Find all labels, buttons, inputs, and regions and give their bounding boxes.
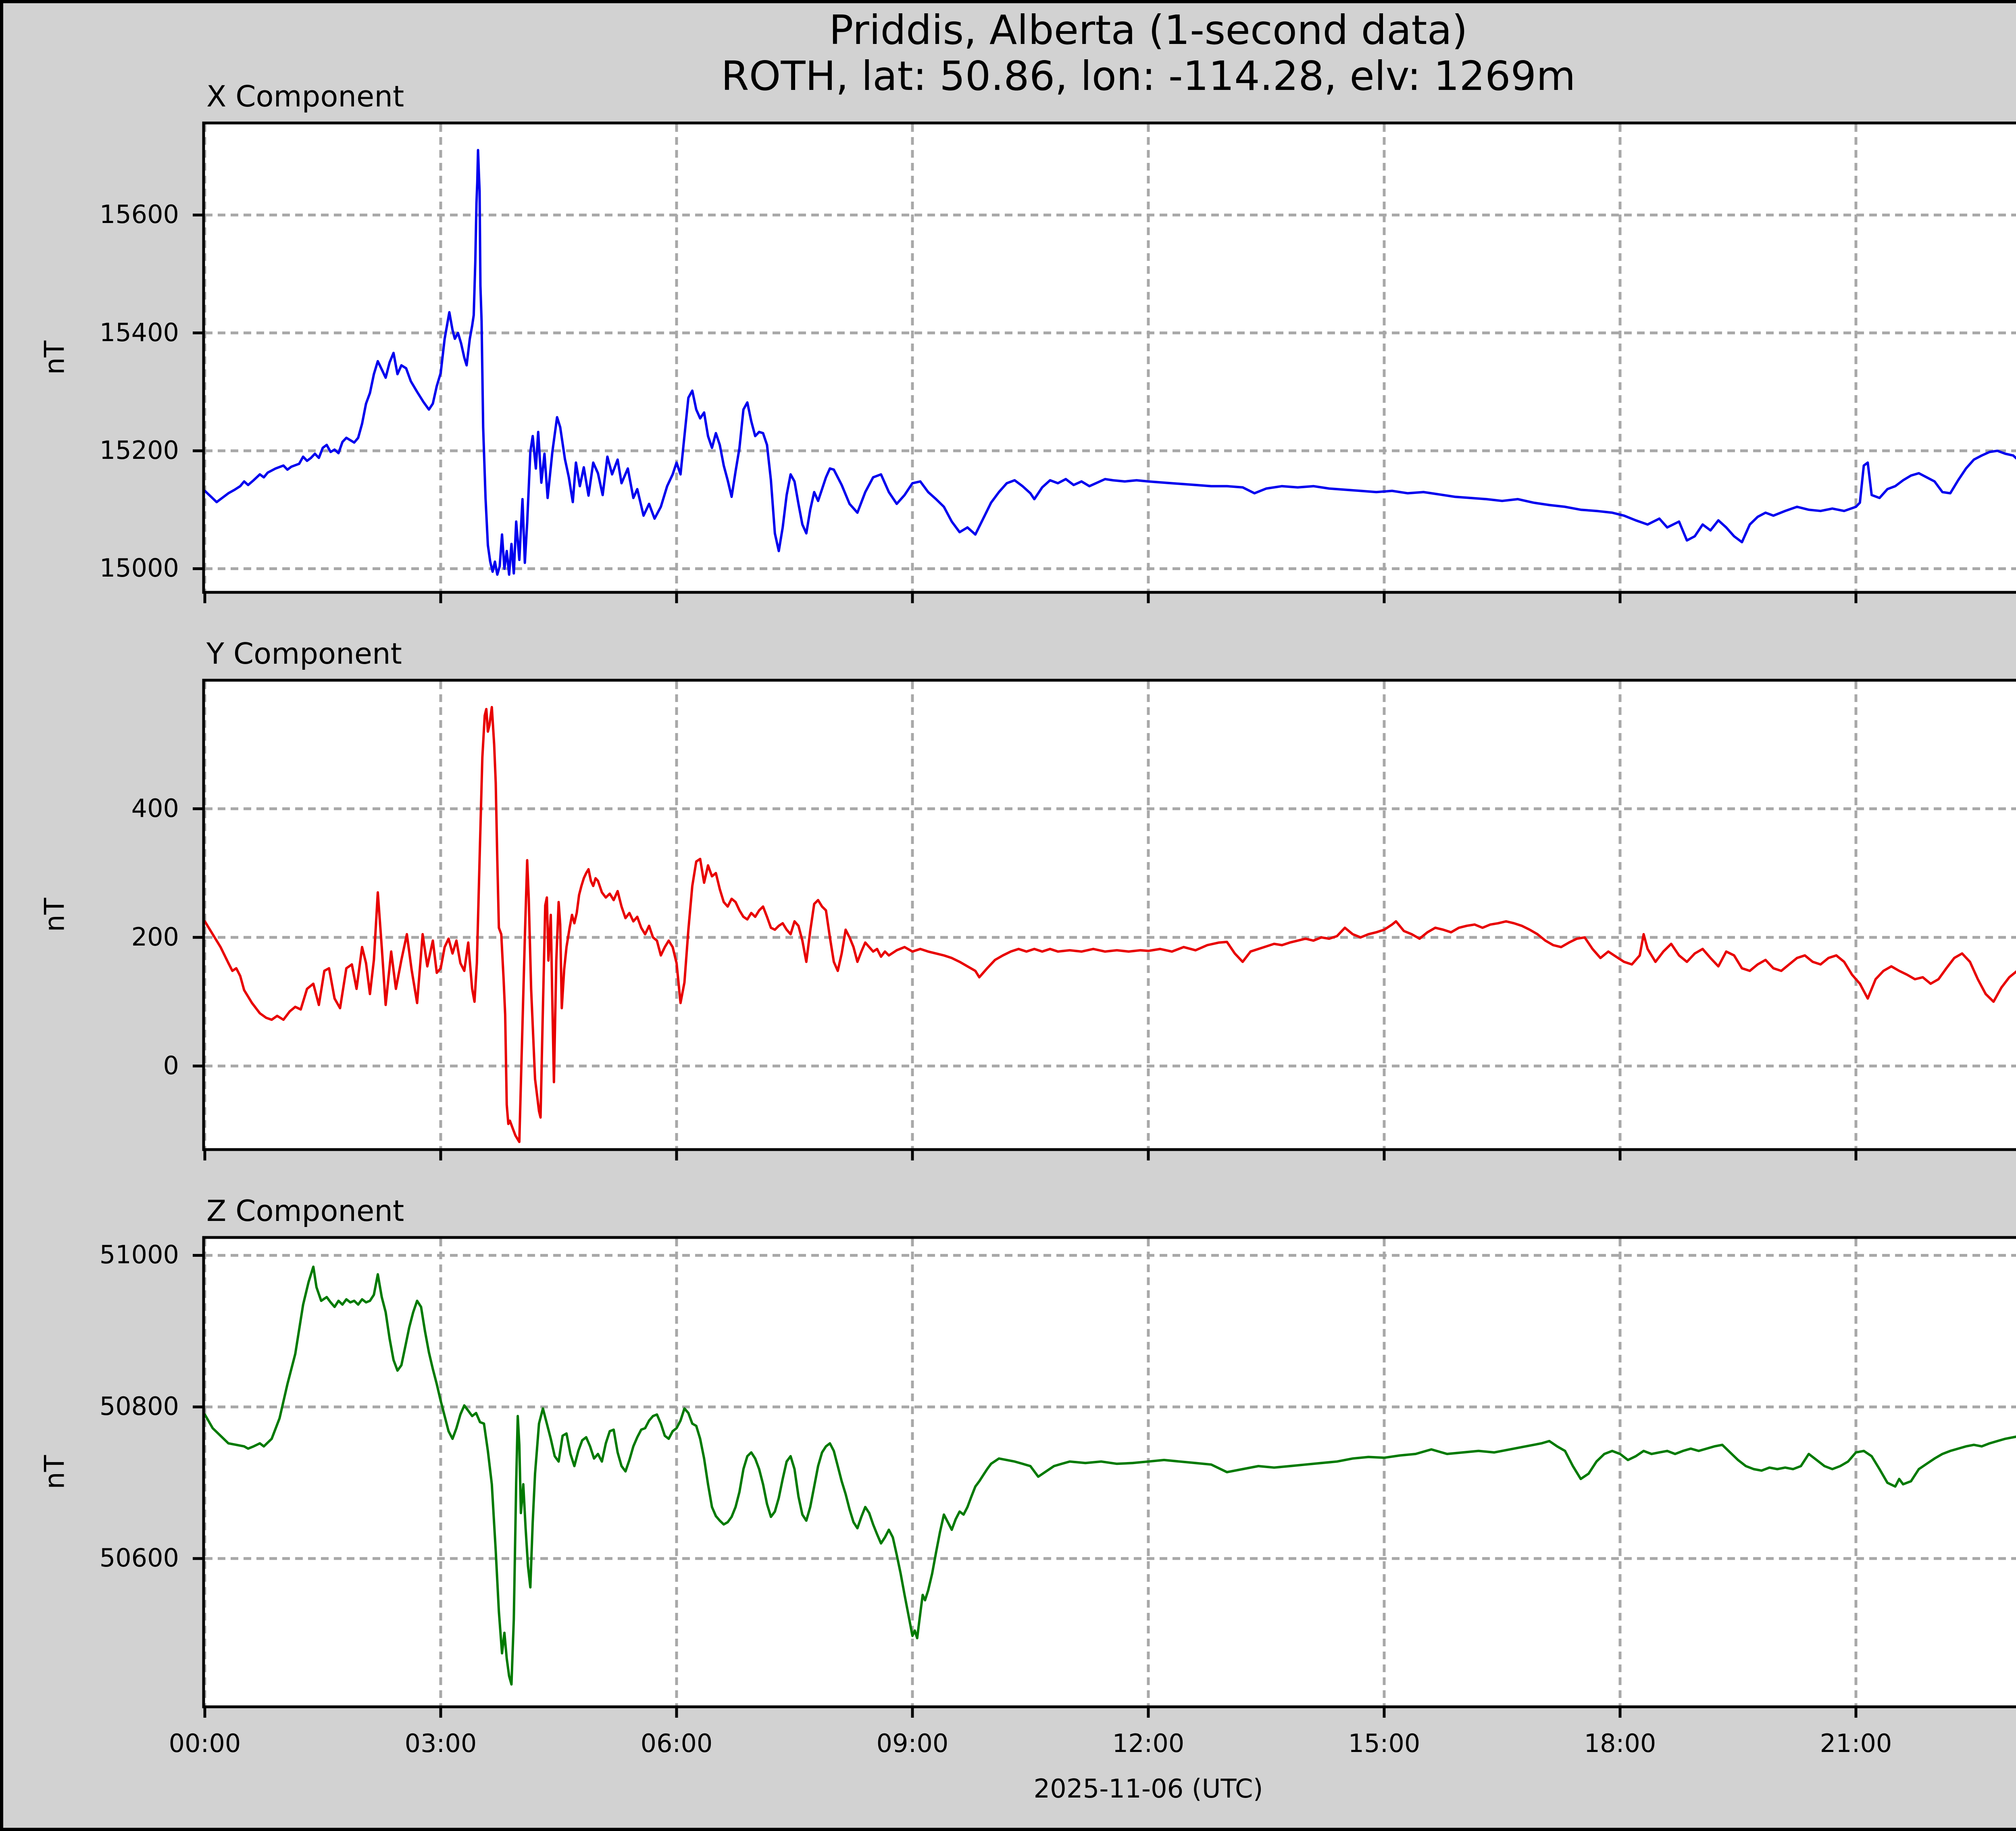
- y-component-line: [204, 706, 2016, 1143]
- z-component-line: [204, 1265, 2016, 1686]
- x-component-plot-area: [205, 124, 2016, 591]
- y-component-plot-area: [205, 681, 2016, 1148]
- y-tick-label: 50600: [99, 1543, 179, 1573]
- x-tick-label: 21:00: [1820, 1729, 1892, 1758]
- plot-canvas: [193, 121, 2016, 1718]
- z-component-plot-area: [205, 1239, 2016, 1706]
- y-tick-label: 50800: [99, 1391, 179, 1421]
- panel-title-x-component: X Component: [206, 79, 404, 113]
- figure-title: Priddis, Alberta (1-second data) ROTH, l…: [721, 7, 1575, 99]
- x-component-line: [204, 149, 2016, 576]
- y-tick-label: 51000: [99, 1240, 179, 1270]
- y-tick-label: 200: [131, 922, 179, 952]
- panel-title-z-component: Z Component: [206, 1194, 404, 1228]
- x-tick-label: 12:00: [1112, 1729, 1185, 1758]
- y-axis-label-z-panel: nT: [39, 1455, 71, 1489]
- y-tick-label: 15600: [99, 199, 179, 229]
- x-tick-label: 03:00: [404, 1729, 477, 1758]
- x-tick-label: 15:00: [1348, 1729, 1420, 1758]
- x-tick-label: 06:00: [640, 1729, 713, 1758]
- x-tick-label: 00:00: [169, 1729, 241, 1758]
- z-component-spines: [202, 1236, 2016, 1708]
- panel-title-y-component: Y Component: [206, 637, 402, 671]
- y-tick-label: 15200: [99, 435, 179, 465]
- figure-title-line1: Priddis, Alberta (1-second data): [829, 6, 1468, 54]
- y-tick-label: 400: [131, 793, 179, 823]
- figure-title-line2: ROTH, lat: 50.86, lon: -114.28, elv: 126…: [721, 52, 1576, 100]
- y-axis-label-x-panel: nT: [39, 340, 71, 375]
- y-component-spines: [202, 679, 2016, 1151]
- y-tick-label: 15000: [99, 553, 179, 583]
- y-axis-label-y-panel: nT: [39, 898, 71, 932]
- y-tick-label: 0: [163, 1050, 179, 1080]
- x-axis-date-label: 2025-11-06 (UTC): [1033, 1774, 1263, 1804]
- x-tick-label: 09:00: [876, 1729, 949, 1758]
- x-component-spines: [202, 121, 2016, 594]
- x-tick-label: 18:00: [1584, 1729, 1656, 1758]
- y-tick-label: 15400: [99, 317, 179, 347]
